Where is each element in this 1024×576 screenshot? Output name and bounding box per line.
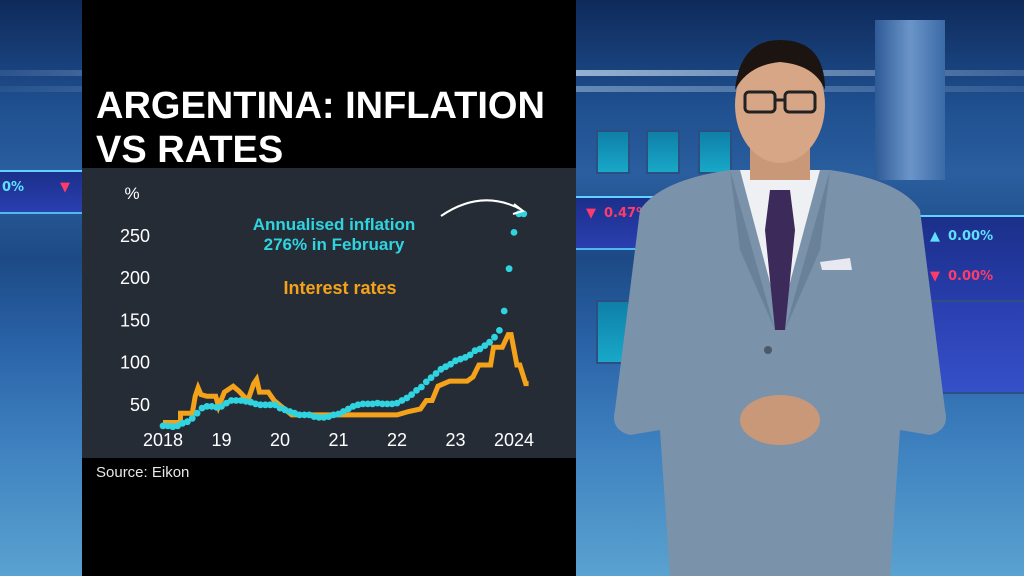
studio-screen (596, 130, 630, 174)
y-axis: % 50 100 150 200 250 (120, 184, 150, 415)
y-tick-label: 150 (120, 310, 150, 330)
inflation-dot (491, 333, 498, 341)
inflation-dot (364, 400, 372, 408)
ticker-value: 0.47% (604, 206, 650, 221)
x-tick-label: 23 (445, 430, 465, 450)
inflation-dot (301, 411, 308, 419)
inflation-dot (359, 400, 367, 408)
inflation-dot (193, 409, 201, 417)
studio-screen (698, 130, 732, 174)
headline-line-1: ARGENTINA: INFLATION (96, 85, 545, 127)
ticker-panel-far-left: 0% ▼ (0, 170, 82, 214)
studio-pillar (875, 20, 945, 180)
x-tick-label: 21 (328, 430, 348, 450)
y-axis-unit: % (124, 184, 139, 203)
x-tick-label: 22 (387, 430, 407, 450)
inflation-dot (427, 374, 435, 382)
y-tick-label: 250 (120, 226, 150, 246)
inflation-dot (418, 383, 425, 391)
y-tick-label: 200 (120, 268, 150, 288)
x-tick-label: 19 (211, 430, 231, 450)
inflation-dot (486, 338, 493, 346)
inflation-dot (466, 351, 474, 359)
ticker-value: 0.00% (948, 229, 994, 244)
rates-annotation: Interest rates (283, 278, 396, 298)
inflation-dot (413, 387, 420, 394)
inflation-dot (271, 401, 279, 409)
inflation-dots (159, 210, 528, 431)
inflation-dot (262, 401, 269, 409)
inflation-dot (422, 378, 430, 386)
inflation-dot (184, 418, 191, 426)
inflation-dot (232, 397, 240, 404)
studio-screen (646, 130, 680, 174)
inflation-dot (159, 422, 167, 430)
presenter (614, 40, 946, 576)
headline: ARGENTINA: INFLATION VS RATES (96, 84, 545, 172)
inflation-dot (510, 229, 518, 236)
x-axis: 2018 19 20 21 22 23 2024 (143, 430, 534, 450)
headline-line-2: VS RATES (96, 129, 284, 171)
inflation-dot (266, 401, 274, 409)
source-label: Source: Eikon (96, 464, 190, 481)
inflation-dot (403, 394, 411, 402)
ticker-value: 0% (2, 180, 25, 195)
inflation-dot (203, 403, 211, 410)
inflation-annotation-line-1: Annualised inflation (253, 215, 415, 234)
line-chart: % 50 100 150 200 250 2018 19 20 21 22 23 2024 Annua… (120, 184, 534, 450)
inflation-annotation-line-2: 276% in February (264, 235, 405, 254)
arrow-icon (440, 199, 523, 217)
inflation-dot (383, 400, 391, 408)
chart-annotations: Annualised inflation 276% in February In… (253, 199, 526, 298)
inflation-dot (476, 345, 484, 353)
inflation-dot (432, 370, 440, 377)
inflation-dot (257, 401, 264, 409)
inflation-dot (315, 414, 323, 421)
arrowhead-icon (512, 203, 526, 215)
x-tick-label: 2018 (143, 430, 183, 450)
inflation-dot (481, 342, 489, 349)
ticker-value: 0.00% (948, 269, 994, 284)
x-tick-label: 20 (270, 430, 290, 450)
inflation-dot (408, 391, 415, 398)
inflation-dot (496, 327, 503, 334)
x-tick-label: 2024 (494, 430, 534, 450)
inflation-dot (227, 397, 235, 404)
inflation-dot (218, 403, 225, 410)
studio-screen (930, 300, 1024, 394)
inflation-dot (379, 400, 386, 408)
inflation-dot (500, 307, 508, 315)
inflation-dot (505, 265, 513, 273)
y-tick-label: 50 (130, 395, 150, 415)
chart-area: % 50 100 150 200 250 2018 19 20 21 22 23 2024 Annua… (82, 168, 576, 458)
y-tick-label: 100 (120, 353, 150, 373)
inflation-dot (447, 360, 454, 368)
inflation-dot (188, 414, 196, 422)
inflation-dot (296, 411, 303, 419)
